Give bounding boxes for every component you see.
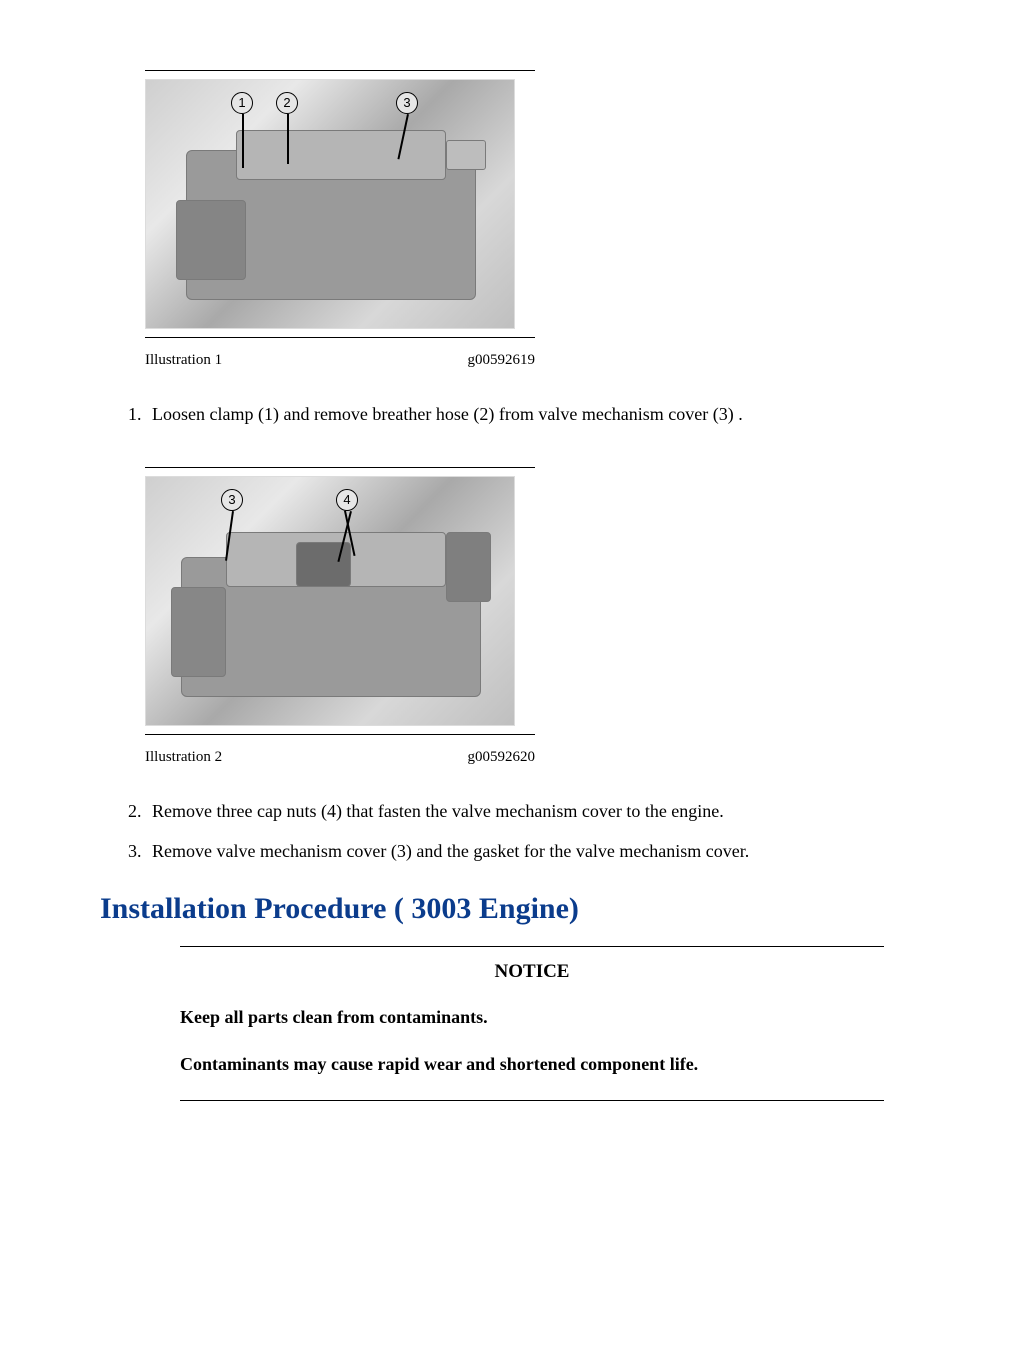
figure-2-rule-bottom <box>145 734 535 735</box>
figure-1: 1 2 3 Illustration 1 g00592619 <box>145 70 535 369</box>
figure-1-rule-top <box>145 70 535 71</box>
steps-list-b: Remove three cap nuts (4) that fasten th… <box>122 798 924 864</box>
section-heading: Installation Procedure ( 3003 Engine) <box>100 892 924 926</box>
callout-3b: 3 <box>221 489 243 511</box>
step-3: Remove valve mechanism cover (3) and the… <box>146 838 924 864</box>
notice-body: Keep all parts clean from contaminants. … <box>180 1005 884 1077</box>
figure-2-rule-top <box>145 467 535 468</box>
step-1: Loosen clamp (1) and remove breather hos… <box>146 401 924 427</box>
figure-1-illustration-label: Illustration 1 <box>145 352 222 369</box>
figure-1-caption: Illustration 1 g00592619 <box>145 352 535 369</box>
figure-2-image-id: g00592620 <box>468 749 536 766</box>
figure-2: 3 4 Illustration 2 g00592620 <box>145 467 535 766</box>
callout-3: 3 <box>396 92 418 114</box>
step-2: Remove three cap nuts (4) that fasten th… <box>146 798 924 824</box>
figure-2-illustration-label: Illustration 2 <box>145 749 222 766</box>
callout-2: 2 <box>276 92 298 114</box>
steps-list-a: Loosen clamp (1) and remove breather hos… <box>122 401 924 427</box>
figure-1-image-id: g00592619 <box>468 352 536 369</box>
figure-2-image: 3 4 <box>145 476 515 726</box>
notice-rule-top <box>180 946 884 947</box>
notice-title: NOTICE <box>180 961 884 983</box>
figure-2-caption: Illustration 2 g00592620 <box>145 749 535 766</box>
notice-line-2: Contaminants may cause rapid wear and sh… <box>180 1052 884 1077</box>
figure-1-image: 1 2 3 <box>145 79 515 329</box>
notice-rule-bottom <box>180 1100 884 1101</box>
figure-1-rule-bottom <box>145 337 535 338</box>
notice-line-1: Keep all parts clean from contaminants. <box>180 1005 884 1030</box>
callout-4: 4 <box>336 489 358 511</box>
callout-1: 1 <box>231 92 253 114</box>
notice-block: NOTICE Keep all parts clean from contami… <box>180 946 884 1100</box>
